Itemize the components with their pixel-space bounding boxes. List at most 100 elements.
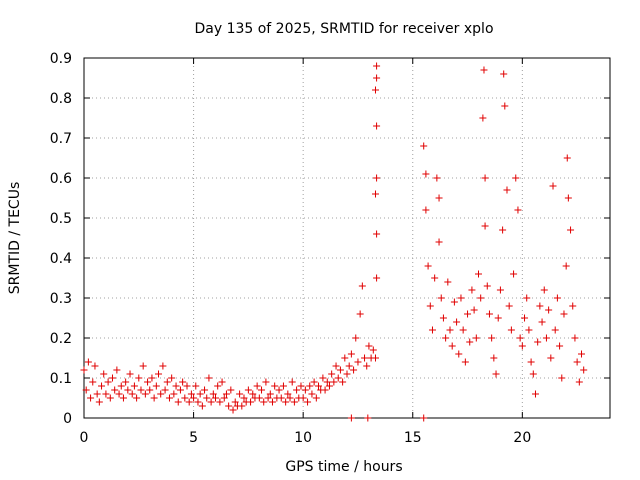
data-point xyxy=(84,358,92,366)
data-point xyxy=(176,386,184,394)
data-point xyxy=(144,378,152,386)
x-tick-label: 5 xyxy=(189,430,198,446)
data-point xyxy=(141,390,149,398)
data-point xyxy=(371,190,379,198)
data-point xyxy=(170,390,178,398)
data-point xyxy=(165,394,173,402)
data-point xyxy=(244,386,252,394)
y-tick-label: 0.8 xyxy=(50,91,72,107)
data-point xyxy=(111,386,119,394)
data-point xyxy=(282,398,290,406)
data-point xyxy=(266,390,274,398)
data-point xyxy=(133,394,141,402)
data-point xyxy=(89,378,97,386)
data-point xyxy=(310,378,318,386)
data-point xyxy=(573,358,581,366)
data-point xyxy=(229,406,237,414)
x-axis-label: GPS time / hours xyxy=(285,459,402,475)
data-point xyxy=(301,386,309,394)
data-point xyxy=(437,294,445,302)
data-point xyxy=(319,374,327,382)
data-point xyxy=(531,390,539,398)
data-point xyxy=(361,354,369,362)
x-tick-label: 20 xyxy=(513,430,531,446)
data-point xyxy=(468,286,476,294)
data-point xyxy=(448,342,456,350)
data-point xyxy=(551,326,559,334)
data-point xyxy=(363,362,371,370)
data-point xyxy=(124,386,132,394)
data-point xyxy=(345,362,353,370)
data-point xyxy=(240,394,248,402)
data-point xyxy=(286,394,294,402)
data-point xyxy=(420,414,428,422)
data-point xyxy=(341,354,349,362)
data-point xyxy=(420,142,428,150)
data-point xyxy=(442,334,450,342)
data-point xyxy=(330,378,338,386)
data-point xyxy=(428,326,436,334)
data-point xyxy=(369,346,377,354)
data-point xyxy=(483,282,491,290)
data-point xyxy=(477,294,485,302)
data-point xyxy=(115,390,123,398)
data-point xyxy=(104,378,112,386)
data-point xyxy=(347,350,355,358)
data-point xyxy=(203,394,211,402)
data-point xyxy=(461,358,469,366)
data-point xyxy=(137,386,145,394)
data-point xyxy=(323,378,331,386)
data-point xyxy=(91,362,99,370)
data-point xyxy=(293,386,301,394)
data-point xyxy=(93,390,101,398)
data-point xyxy=(347,414,355,422)
data-point xyxy=(325,382,333,390)
data-point xyxy=(450,298,458,306)
data-point xyxy=(334,374,342,382)
data-point xyxy=(501,102,509,110)
data-point xyxy=(564,194,572,202)
data-point xyxy=(168,374,176,382)
data-point xyxy=(262,378,270,386)
x-tick-label: 15 xyxy=(404,430,422,446)
data-point xyxy=(277,394,285,402)
data-point xyxy=(556,342,564,350)
data-point xyxy=(148,374,156,382)
data-point xyxy=(98,382,106,390)
data-point xyxy=(567,226,575,234)
data-point xyxy=(258,386,266,394)
data-point xyxy=(481,222,489,230)
data-point xyxy=(328,370,336,378)
data-point xyxy=(373,230,381,238)
x-tick-label: 10 xyxy=(294,430,312,446)
data-point xyxy=(100,370,108,378)
data-point xyxy=(225,402,233,410)
data-point xyxy=(260,398,268,406)
data-point xyxy=(542,334,550,342)
data-point xyxy=(106,394,114,402)
data-point xyxy=(87,394,95,402)
data-point xyxy=(172,382,180,390)
data-point xyxy=(231,398,239,406)
x-tick-labels: 0 5 10 15 20 xyxy=(80,430,532,446)
data-point xyxy=(494,314,502,322)
data-point xyxy=(505,302,513,310)
data-point xyxy=(183,382,191,390)
data-point xyxy=(308,390,316,398)
data-point xyxy=(453,318,461,326)
data-point xyxy=(350,366,358,374)
data-point xyxy=(163,378,171,386)
data-point xyxy=(422,170,430,178)
data-point xyxy=(297,382,305,390)
data-point xyxy=(534,338,542,346)
data-point xyxy=(521,314,529,322)
data-point xyxy=(299,394,307,402)
data-point xyxy=(435,194,443,202)
data-point xyxy=(444,278,452,286)
data-point xyxy=(174,398,182,406)
data-point xyxy=(512,174,520,182)
data-point xyxy=(459,326,467,334)
y-tick-label: 0.5 xyxy=(50,211,72,227)
data-point xyxy=(563,154,571,162)
